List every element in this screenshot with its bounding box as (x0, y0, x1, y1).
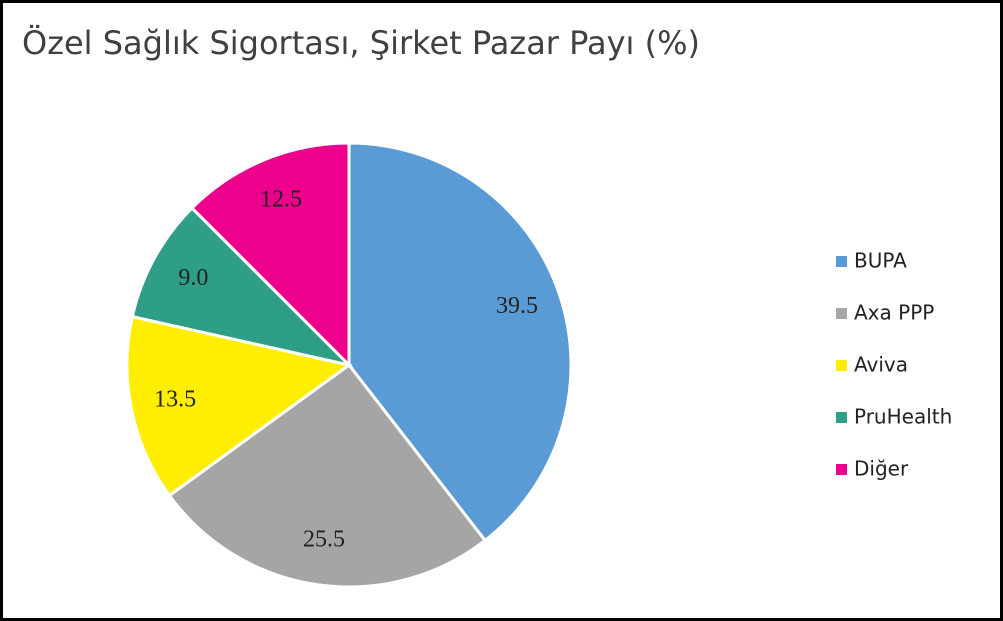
pie-slice (189, 141, 351, 369)
legend-label: BUPA (854, 249, 907, 273)
legend-label: Diğer (854, 457, 909, 481)
legend-swatch (836, 360, 847, 371)
legend-swatch (836, 256, 847, 267)
legend-label: Aviva (854, 353, 908, 377)
pie-slice (167, 362, 488, 589)
legend-swatch (836, 412, 847, 423)
value-label: 13.5 (154, 387, 196, 413)
chart-title: Özel Sağlık Sigortası, Şirket Pazar Payı… (22, 24, 700, 62)
value-label: 39.5 (496, 293, 538, 319)
legend-label: Axa PPP (854, 301, 934, 325)
value-label: 12.5 (260, 186, 302, 212)
legend-swatch (836, 308, 847, 319)
legend-swatch (836, 464, 847, 475)
pie-slice (125, 314, 353, 498)
value-label: 25.5 (303, 526, 345, 552)
pie-slice (347, 141, 573, 543)
legend-label: PruHealth (854, 405, 952, 429)
value-label: 9.0 (178, 265, 208, 291)
pie-slice (130, 205, 354, 368)
